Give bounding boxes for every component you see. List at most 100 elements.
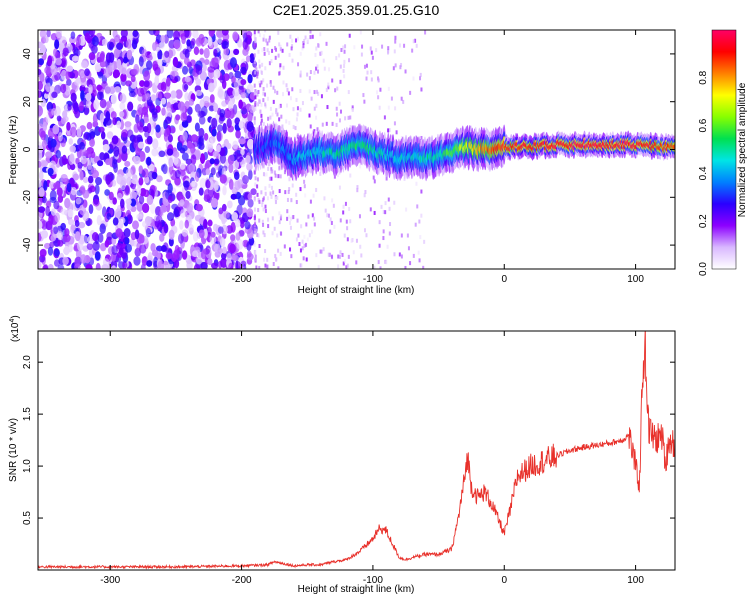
spectrogram-cell <box>228 163 234 174</box>
spectrogram-cell <box>259 109 262 114</box>
x-tick-label: -200 <box>232 575 252 586</box>
spectrogram-cell <box>398 43 401 48</box>
spectrogram-cell <box>260 70 263 75</box>
spectrogram-cell <box>62 256 69 266</box>
spectrogram-cell <box>199 48 204 55</box>
spectrogram-cell <box>88 52 96 61</box>
spectrogram-cell <box>83 235 88 245</box>
spectrogram-cell <box>388 231 391 236</box>
spectrogram-cell <box>362 93 365 98</box>
spectrogram-cell <box>286 42 289 47</box>
spectrogram-cell <box>256 192 259 197</box>
spectrogram-cell <box>213 181 219 191</box>
spectrogram-cell <box>99 242 107 252</box>
spectrogram-cell <box>64 197 71 209</box>
spectrogram-cell <box>211 117 218 129</box>
spectrogram-cell <box>393 49 396 54</box>
spectrogram-cell <box>320 249 323 254</box>
spectrogram-cell <box>53 259 61 267</box>
spectrogram-cell <box>263 257 266 262</box>
spectrogram-cell <box>238 120 244 130</box>
spectrogram-cell <box>226 252 232 262</box>
spectrogram-cell <box>168 229 175 240</box>
spectrogram-cell <box>160 81 167 92</box>
spectrogram-cell <box>244 221 251 230</box>
spectrogram-cell <box>298 242 301 247</box>
spectrogram-cell <box>234 218 241 228</box>
spectrogram-cell <box>157 260 165 269</box>
spectrogram-cell <box>264 191 267 196</box>
spectrogram-cell <box>135 114 140 124</box>
spectrogram-cell <box>97 71 104 79</box>
spectrogram-cell <box>315 115 318 120</box>
spectrogram-cell <box>264 102 267 107</box>
spectrogram-cell <box>327 252 330 257</box>
spectrogram-cell <box>270 194 273 199</box>
spectrogram-cell <box>100 131 106 140</box>
spectrogram-cell <box>283 170 286 175</box>
spectrogram-cell <box>145 60 153 70</box>
spectrogram-cell <box>219 108 226 118</box>
spectrogram-cell <box>256 184 259 189</box>
snr-x-axis-label: Height of straight line (km) <box>298 584 415 595</box>
spectrogram-cell <box>419 72 422 77</box>
spectrogram-cell <box>310 96 313 101</box>
spectrogram-cell <box>279 44 282 49</box>
y-tick-label: 0.5 <box>22 511 33 525</box>
spectrogram-cell <box>222 185 227 196</box>
x-tick-label: -100 <box>363 575 383 586</box>
spectrogram-cell <box>270 185 273 190</box>
spectrogram-cell <box>147 170 155 181</box>
spectrogram-cell <box>335 122 338 127</box>
spectrogram-cell <box>345 219 348 224</box>
spectrogram-cell <box>218 207 224 215</box>
spectrogram-cell <box>263 47 266 52</box>
snr-x-ticks: -300 -200 -100 0 100 <box>100 331 644 586</box>
spectrogram-cell <box>313 106 316 111</box>
spectrogram-cell <box>330 220 333 225</box>
spectrogram-cell <box>99 98 107 109</box>
spectrogram-cell <box>270 176 273 181</box>
spectrogram-cell <box>246 162 253 171</box>
spectrogram-cell <box>203 218 208 229</box>
spectrogram-cell <box>288 214 291 219</box>
spectrogram-cell <box>152 249 159 257</box>
spectrogram-cell <box>371 55 374 60</box>
spectrogram-cell <box>247 113 253 122</box>
spectrogram-cell <box>370 50 373 55</box>
spectrogram-cell <box>255 265 258 269</box>
spectrogram-cell <box>168 157 174 168</box>
spectrogram-cell <box>301 101 304 106</box>
spectrogram-cell <box>267 166 270 171</box>
spectrogram-cell <box>106 100 112 109</box>
spectrogram-cell <box>206 226 212 235</box>
spectrogram-cell <box>305 222 308 227</box>
spectrogram-cell <box>343 63 346 68</box>
spectrogram-cell <box>161 107 166 116</box>
spectrogram-cell <box>313 216 316 221</box>
spectrogram-cell <box>210 198 219 208</box>
spectrogram-cell <box>40 230 49 239</box>
spectrogram-cell <box>335 56 338 61</box>
spectrogram-cell <box>163 264 171 269</box>
spectrogram-cell <box>191 180 196 187</box>
spectrogram-cell <box>230 221 236 233</box>
figure-title: C2E1.2025.359.01.25.G10 <box>273 2 440 18</box>
spectrogram-cell <box>186 202 194 213</box>
spectrogram-cell <box>378 105 381 110</box>
spectrogram-cell <box>306 237 309 242</box>
spectrogram-cell <box>382 236 385 241</box>
spectrogram-cell <box>80 60 88 69</box>
spectrogram-cell <box>186 39 191 47</box>
spectrogram-cell <box>75 35 81 47</box>
spectrogram-cell <box>146 122 152 134</box>
spectrogram-cell <box>281 48 284 53</box>
spectrogram-cell <box>96 91 103 101</box>
spectrogram-cell <box>420 135 423 140</box>
spectrogram-cell <box>253 90 256 95</box>
spectrogram-cell <box>258 244 261 249</box>
spectrogram-cell <box>253 120 256 125</box>
signal-cell <box>672 144 675 150</box>
spectrogram-cell <box>278 42 281 47</box>
spectrogram-cell <box>183 57 190 65</box>
